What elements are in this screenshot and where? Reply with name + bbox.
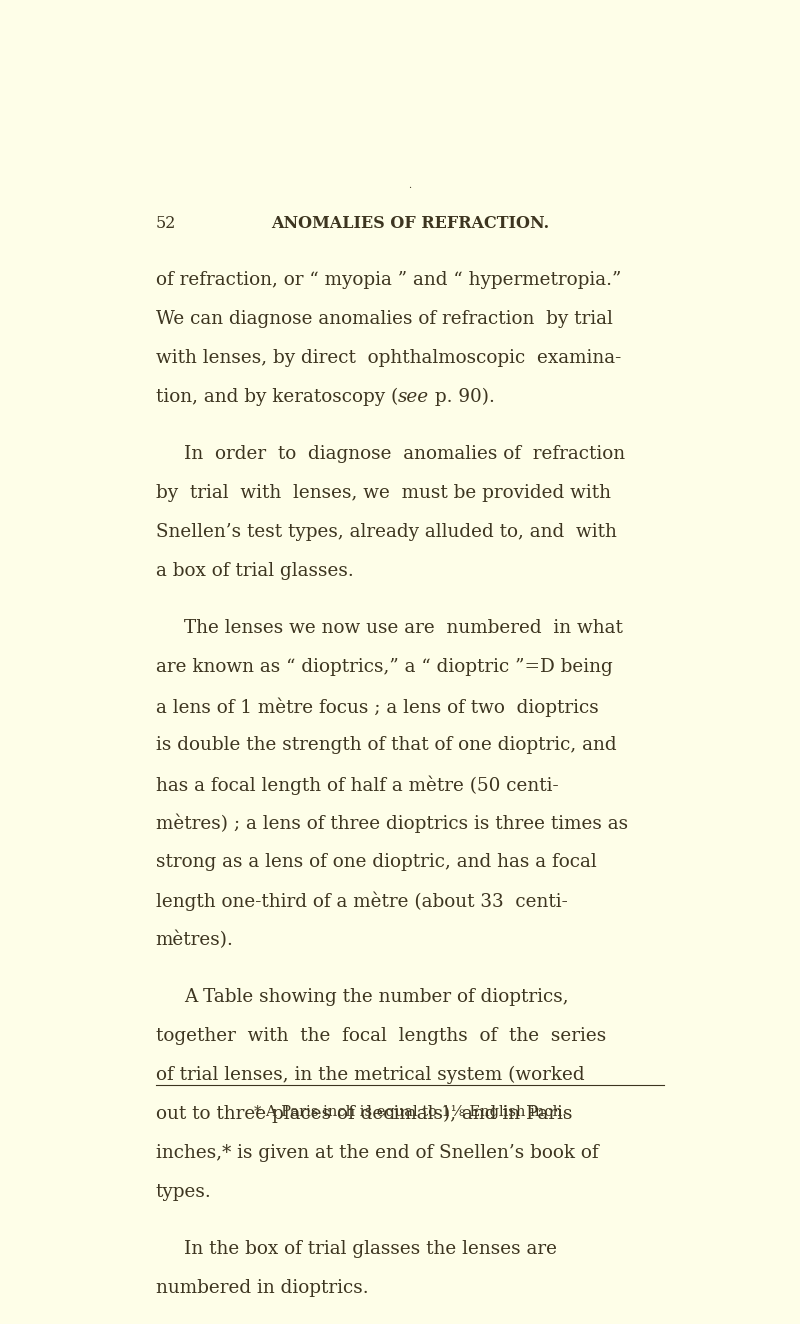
Text: with lenses, by direct  ophthalmoscopic  examina-: with lenses, by direct ophthalmoscopic e…: [156, 350, 621, 367]
Text: strong as a lens of one dioptric, and has a focal: strong as a lens of one dioptric, and ha…: [156, 853, 597, 871]
Text: together  with  the  focal  lengths  of  the  series: together with the focal lengths of the s…: [156, 1027, 606, 1045]
Text: is double the strength of that of one dioptric, and: is double the strength of that of one di…: [156, 736, 617, 755]
Text: of trial lenses, in the metrical system (worked: of trial lenses, in the metrical system …: [156, 1066, 585, 1084]
Text: numbered in dioptrics.: numbered in dioptrics.: [156, 1279, 369, 1298]
Text: has a focal length of half a mètre (50 centi-: has a focal length of half a mètre (50 c…: [156, 775, 558, 794]
Text: * A Paris inch is equal to 1⅛ English inch.: * A Paris inch is equal to 1⅛ English in…: [254, 1106, 566, 1119]
Text: We can diagnose anomalies of refraction  by trial: We can diagnose anomalies of refraction …: [156, 310, 613, 328]
Text: are known as “ dioptrics,” a “ dioptric ”=D being: are known as “ dioptrics,” a “ dioptric …: [156, 658, 613, 677]
Text: tion, and by keratoscopy (: tion, and by keratoscopy (: [156, 388, 398, 406]
Text: length one-third of a mètre (about 33  centi-: length one-third of a mètre (about 33 ce…: [156, 892, 567, 911]
Text: 52: 52: [156, 214, 176, 232]
Text: see: see: [398, 388, 429, 406]
Text: A Table showing the number of dioptrics,: A Table showing the number of dioptrics,: [184, 988, 568, 1006]
Text: Snellen’s test types, already alluded to, and  with: Snellen’s test types, already alluded to…: [156, 523, 617, 542]
Text: out to three places of decimals), and in Paris: out to three places of decimals), and in…: [156, 1106, 572, 1123]
Text: a lens of 1 mètre focus ; a lens of two  dioptrics: a lens of 1 mètre focus ; a lens of two …: [156, 698, 598, 716]
Text: p. 90).: p. 90).: [429, 388, 495, 406]
Text: inches,* is given at the end of Snellen’s book of: inches,* is given at the end of Snellen’…: [156, 1144, 598, 1162]
Text: mètres).: mètres).: [156, 931, 234, 949]
Text: by  trial  with  lenses, we  must be provided with: by trial with lenses, we must be provide…: [156, 485, 611, 502]
Text: ANOMALIES OF REFRACTION.: ANOMALIES OF REFRACTION.: [271, 214, 549, 232]
Text: .: .: [409, 181, 411, 191]
Text: types.: types.: [156, 1182, 211, 1201]
Text: In the box of trial glasses the lenses are: In the box of trial glasses the lenses a…: [184, 1241, 557, 1258]
Text: In  order  to  diagnose  anomalies of  refraction: In order to diagnose anomalies of refrac…: [184, 445, 625, 463]
Text: a box of trial glasses.: a box of trial glasses.: [156, 561, 354, 580]
Text: of refraction, or “ myopia ” and “ hypermetropia.”: of refraction, or “ myopia ” and “ hyper…: [156, 271, 621, 289]
Text: The lenses we now use are  numbered  in what: The lenses we now use are numbered in wh…: [184, 620, 622, 637]
Text: mètres) ; a lens of three dioptrics is three times as: mètres) ; a lens of three dioptrics is t…: [156, 814, 628, 834]
